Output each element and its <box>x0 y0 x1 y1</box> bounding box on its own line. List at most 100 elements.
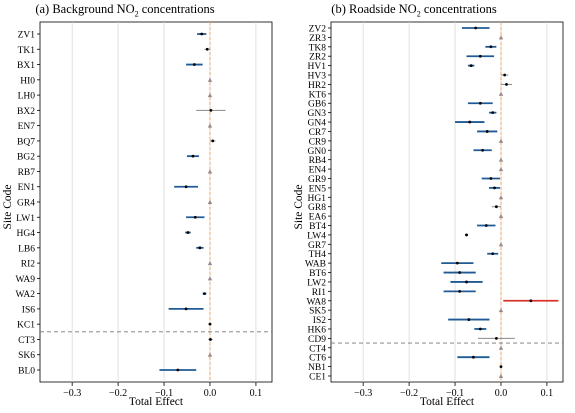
site-label-bq7: BQ7 <box>17 137 35 147</box>
point-estimate-is6 <box>184 307 188 311</box>
site-label-zr3: ZR3 <box>309 34 326 44</box>
point-estimate-en4 <box>498 166 504 172</box>
site-label-gn3: GN3 <box>308 109 327 119</box>
panel-b-plot: −0.3 −0.2 −0.1 0.0 0.1 ZV2ZR3TK8ZR2HV1HV3HR2K… <box>305 21 564 399</box>
site-label-hv3: HV3 <box>308 72 327 82</box>
panel-b-x-axis-label: Total Effect <box>419 396 475 408</box>
point-estimate-ri2 <box>207 260 213 266</box>
point-estimate-kt6 <box>498 91 504 96</box>
site-label-en1: EN1 <box>18 183 36 193</box>
panel-b-x-tick-label: −0.2 <box>400 388 418 399</box>
point-estimate-hv3 <box>503 73 507 77</box>
site-label-sk6: SK6 <box>18 351 35 361</box>
site-label-gn4: GN4 <box>308 119 327 129</box>
panel-a-x-axis-label: Total Effect <box>128 396 184 408</box>
site-label-hg4: HG4 <box>17 229 36 239</box>
panel-a-x-tick-label: −0.1 <box>155 388 173 399</box>
site-label-rb7: RB7 <box>18 168 36 178</box>
panel-b-y-axis-label: Site Code <box>293 184 305 230</box>
site-label-bt4: BT4 <box>309 222 326 232</box>
point-estimate-ce1 <box>498 373 504 378</box>
site-label-hk6: HK6 <box>308 325 327 335</box>
site-label-en5: EN5 <box>309 184 327 194</box>
point-estimate-gn0 <box>481 148 485 152</box>
site-label-wab: WAB <box>305 260 326 270</box>
point-estimate-th4 <box>491 252 495 256</box>
panel-a-y-axis-label: Site Code <box>2 184 14 230</box>
site-label-sk5: SK5 <box>309 307 326 317</box>
site-label-gr7: GR7 <box>308 241 326 251</box>
point-estimate-tk1 <box>205 47 209 51</box>
point-estimate-hg4 <box>186 231 190 234</box>
point-estimate-ct4 <box>498 345 504 350</box>
point-estimate-gb6 <box>478 101 482 105</box>
site-label-kt6: KT6 <box>309 90 327 100</box>
site-label-wa8: WA8 <box>306 297 326 307</box>
site-label-ri1: RI1 <box>312 288 327 298</box>
point-estimate-zr3 <box>498 35 504 40</box>
site-label-is2: IS2 <box>313 316 326 326</box>
site-label-ea6: EA6 <box>309 213 327 223</box>
site-label-cd9: CD9 <box>308 335 326 345</box>
point-estimate-zr2 <box>478 54 482 58</box>
panel-b-x-tick-label: −0.1 <box>446 388 464 399</box>
point-estimate-hv1 <box>469 64 473 68</box>
site-label-ri2: RI2 <box>21 260 36 270</box>
point-estimate-ct6 <box>472 355 475 359</box>
site-label-zr2: ZR2 <box>309 53 326 63</box>
point-estimate-sk5 <box>498 307 504 313</box>
site-label-lb6: LB6 <box>18 244 35 254</box>
site-label-hg1: HG1 <box>308 194 327 204</box>
site-label-ct4: CT4 <box>309 344 326 354</box>
site-label-bx1: BX1 <box>17 61 35 71</box>
point-estimate-bg2 <box>191 154 195 158</box>
site-label-tk8: TK8 <box>309 43 327 53</box>
point-estimate-zv2 <box>474 26 478 30</box>
site-label-bg2: BG2 <box>17 153 35 163</box>
point-estimate-wa2 <box>203 292 206 296</box>
point-estimate-tk8 <box>489 45 493 49</box>
point-estimate-bl0 <box>176 368 180 372</box>
site-label-hr2: HR2 <box>308 81 326 91</box>
site-label-lw1: LW1 <box>16 214 35 224</box>
site-label-bx2: BX2 <box>17 107 35 117</box>
site-label-lh0: LH0 <box>18 92 36 102</box>
site-label-en7: EN7 <box>18 122 36 132</box>
point-estimate-wa8 <box>529 299 533 303</box>
point-estimate-gn4 <box>468 120 472 124</box>
panel-a-title: (a) Background NO2 concentrations <box>35 2 215 19</box>
point-estimate-bq7 <box>211 139 215 143</box>
point-estimate-gn3 <box>491 111 495 115</box>
point-estimate-lw4 <box>465 233 468 237</box>
point-estimate-cr9 <box>498 138 504 143</box>
site-label-cr9: CR9 <box>309 137 327 147</box>
site-label-rb4: RB4 <box>309 156 327 166</box>
point-estimate-ct3 <box>209 338 212 341</box>
point-estimate-hk6 <box>478 327 482 331</box>
panel-a-x-tick-label: −0.2 <box>109 388 127 399</box>
site-label-nb1: NB1 <box>308 363 326 373</box>
point-estimate-rb7 <box>207 169 213 174</box>
site-label-zv2: ZV2 <box>309 25 327 35</box>
point-estimate-ea6 <box>498 213 504 219</box>
site-label-kc1: KC1 <box>17 321 35 331</box>
point-estimate-sk6 <box>207 352 213 357</box>
site-label-bt6: BT6 <box>309 269 326 279</box>
site-label-wa9: WA9 <box>15 275 35 285</box>
site-label-gn0: GN0 <box>308 147 327 157</box>
site-label-gr9: GR9 <box>308 175 326 185</box>
site-label-hi0: HI0 <box>20 76 35 86</box>
site-label-is6: IS6 <box>22 305 35 315</box>
point-estimate-en5 <box>493 186 496 190</box>
panel-b-x-tick-label: 0.0 <box>495 388 508 399</box>
point-estimate-gr9 <box>489 177 493 180</box>
panel-b-x-tick-label: 0.1 <box>541 388 554 399</box>
point-estimate-lw2 <box>465 280 468 284</box>
point-estimate-gr7 <box>498 242 504 247</box>
point-estimate-lh0 <box>207 92 213 98</box>
site-label-hv1: HV1 <box>308 62 327 72</box>
point-estimate-kc1 <box>208 322 212 326</box>
site-label-en4: EN4 <box>309 166 327 176</box>
site-label-ct3: CT3 <box>18 336 35 346</box>
point-estimate-gr8 <box>494 205 498 209</box>
